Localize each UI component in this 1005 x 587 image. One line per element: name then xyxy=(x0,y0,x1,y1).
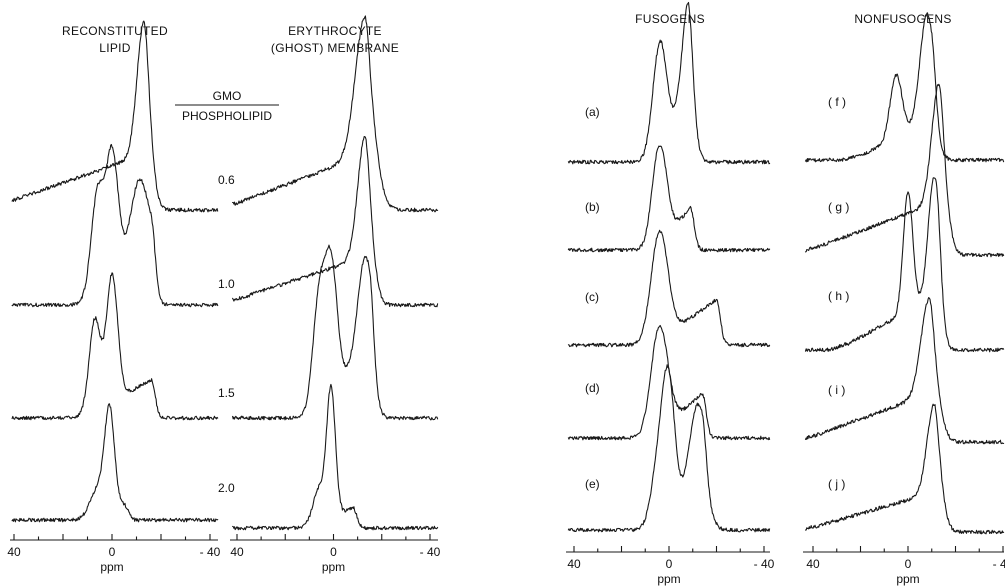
x-axis-unit-nonfusogens: ppm xyxy=(896,572,919,586)
x-tick-label-reconstituted: 0 xyxy=(109,545,116,559)
x-tick-label-reconstituted: - 40 xyxy=(200,545,221,559)
spectrum-trace-nonfusogens-4 xyxy=(804,297,1005,445)
spectrum-traces xyxy=(11,1,1005,535)
spectrum-trace-ghost-4 xyxy=(232,383,439,531)
x-tick-label-fusogens: - 40 xyxy=(754,557,775,571)
spectrum-trace-reconstituted-2 xyxy=(11,143,219,308)
spectrum-trace-fusogens-3 xyxy=(567,229,771,348)
spectrum-trace-ghost-2 xyxy=(232,135,439,308)
x-axis-unit-reconstituted: ppm xyxy=(100,560,123,574)
spectrum-trace-nonfusogens-1 xyxy=(804,12,1005,163)
trace-label-nonfusogens-2: ( g ) xyxy=(828,200,849,214)
spectrum-trace-ghost-3 xyxy=(232,244,439,421)
spectrum-trace-fusogens-2 xyxy=(567,145,771,253)
trace-label-nonfusogens-4: ( i ) xyxy=(828,383,845,397)
ppm-axes: 40 0 - 40 ppm 40 0 - 40 ppm 40 0 - 40 ppm 40 0 - 40 ppm xyxy=(7,534,1005,586)
panel-title-ghost-line1: ERYTHROCYTE xyxy=(288,24,382,38)
spectrum-trace-ghost-1 xyxy=(232,15,439,213)
spectrum-trace-fusogens-1 xyxy=(567,1,771,165)
trace-label-ghost-4: 2.0 xyxy=(218,481,235,495)
spectrum-trace-reconstituted-3 xyxy=(11,272,219,421)
ratio-header-numerator: GMO xyxy=(213,89,242,103)
x-tick-label-ghost: 0 xyxy=(330,545,337,559)
trace-label-fusogens-2: (b) xyxy=(585,200,600,214)
panel-title-reconstituted-line1: RECONSTITUTED xyxy=(62,24,168,38)
trace-label-nonfusogens-3: ( h ) xyxy=(828,289,849,303)
trace-label-fusogens-3: (c) xyxy=(585,290,599,304)
x-tick-label-nonfusogens: - 40 xyxy=(993,557,1005,571)
panel-title-ghost-line2: (GHOST) MEMBRANE xyxy=(271,41,399,55)
spectrum-trace-fusogens-5 xyxy=(567,364,771,533)
x-tick-label-ghost: 40 xyxy=(230,545,244,559)
spectrum-trace-nonfusogens-3 xyxy=(804,177,1005,353)
spectrum-trace-nonfusogens-5 xyxy=(804,403,1005,535)
trace-label-nonfusogens-1: ( f ) xyxy=(828,95,846,109)
trace-label-ghost-3: 1.5 xyxy=(218,386,235,400)
trace-label-nonfusogens-5: ( j ) xyxy=(828,477,845,491)
panel-title-fusogens: FUSOGENS xyxy=(635,12,705,26)
x-tick-label-nonfusogens: 0 xyxy=(905,557,912,571)
panel-title-nonfusogens: NONFUSOGENS xyxy=(854,12,951,26)
trace-label-fusogens-5: (e) xyxy=(585,477,600,491)
x-tick-label-reconstituted: 40 xyxy=(7,545,21,559)
spectrum-trace-reconstituted-4 xyxy=(11,403,219,523)
trace-label-ghost-1: 0.6 xyxy=(218,173,235,187)
trace-label-fusogens-4: (d) xyxy=(585,381,600,395)
x-tick-label-ghost: - 40 xyxy=(420,545,441,559)
trace-labels: 0.6 1.0 1.5 2.0 (a) (b) (c) (d) (e) ( f ) ( g ) ( h… xyxy=(218,95,849,495)
panel-title-reconstituted-line2: LIPID xyxy=(99,41,131,55)
ratio-header-denominator: PHOSPHOLIPID xyxy=(182,109,272,123)
x-axis-unit-fusogens: ppm xyxy=(657,572,680,586)
panel-titles: RECONSTITUTED LIPID ERYTHROCYTE (GHOST) … xyxy=(62,12,951,123)
x-tick-label-fusogens: 0 xyxy=(666,557,673,571)
x-tick-label-fusogens: 40 xyxy=(567,557,581,571)
trace-label-ghost-2: 1.0 xyxy=(218,277,235,291)
trace-label-fusogens-1: (a) xyxy=(585,105,600,119)
x-axis-unit-ghost: ppm xyxy=(322,560,345,574)
x-tick-label-nonfusogens: 40 xyxy=(806,557,820,571)
